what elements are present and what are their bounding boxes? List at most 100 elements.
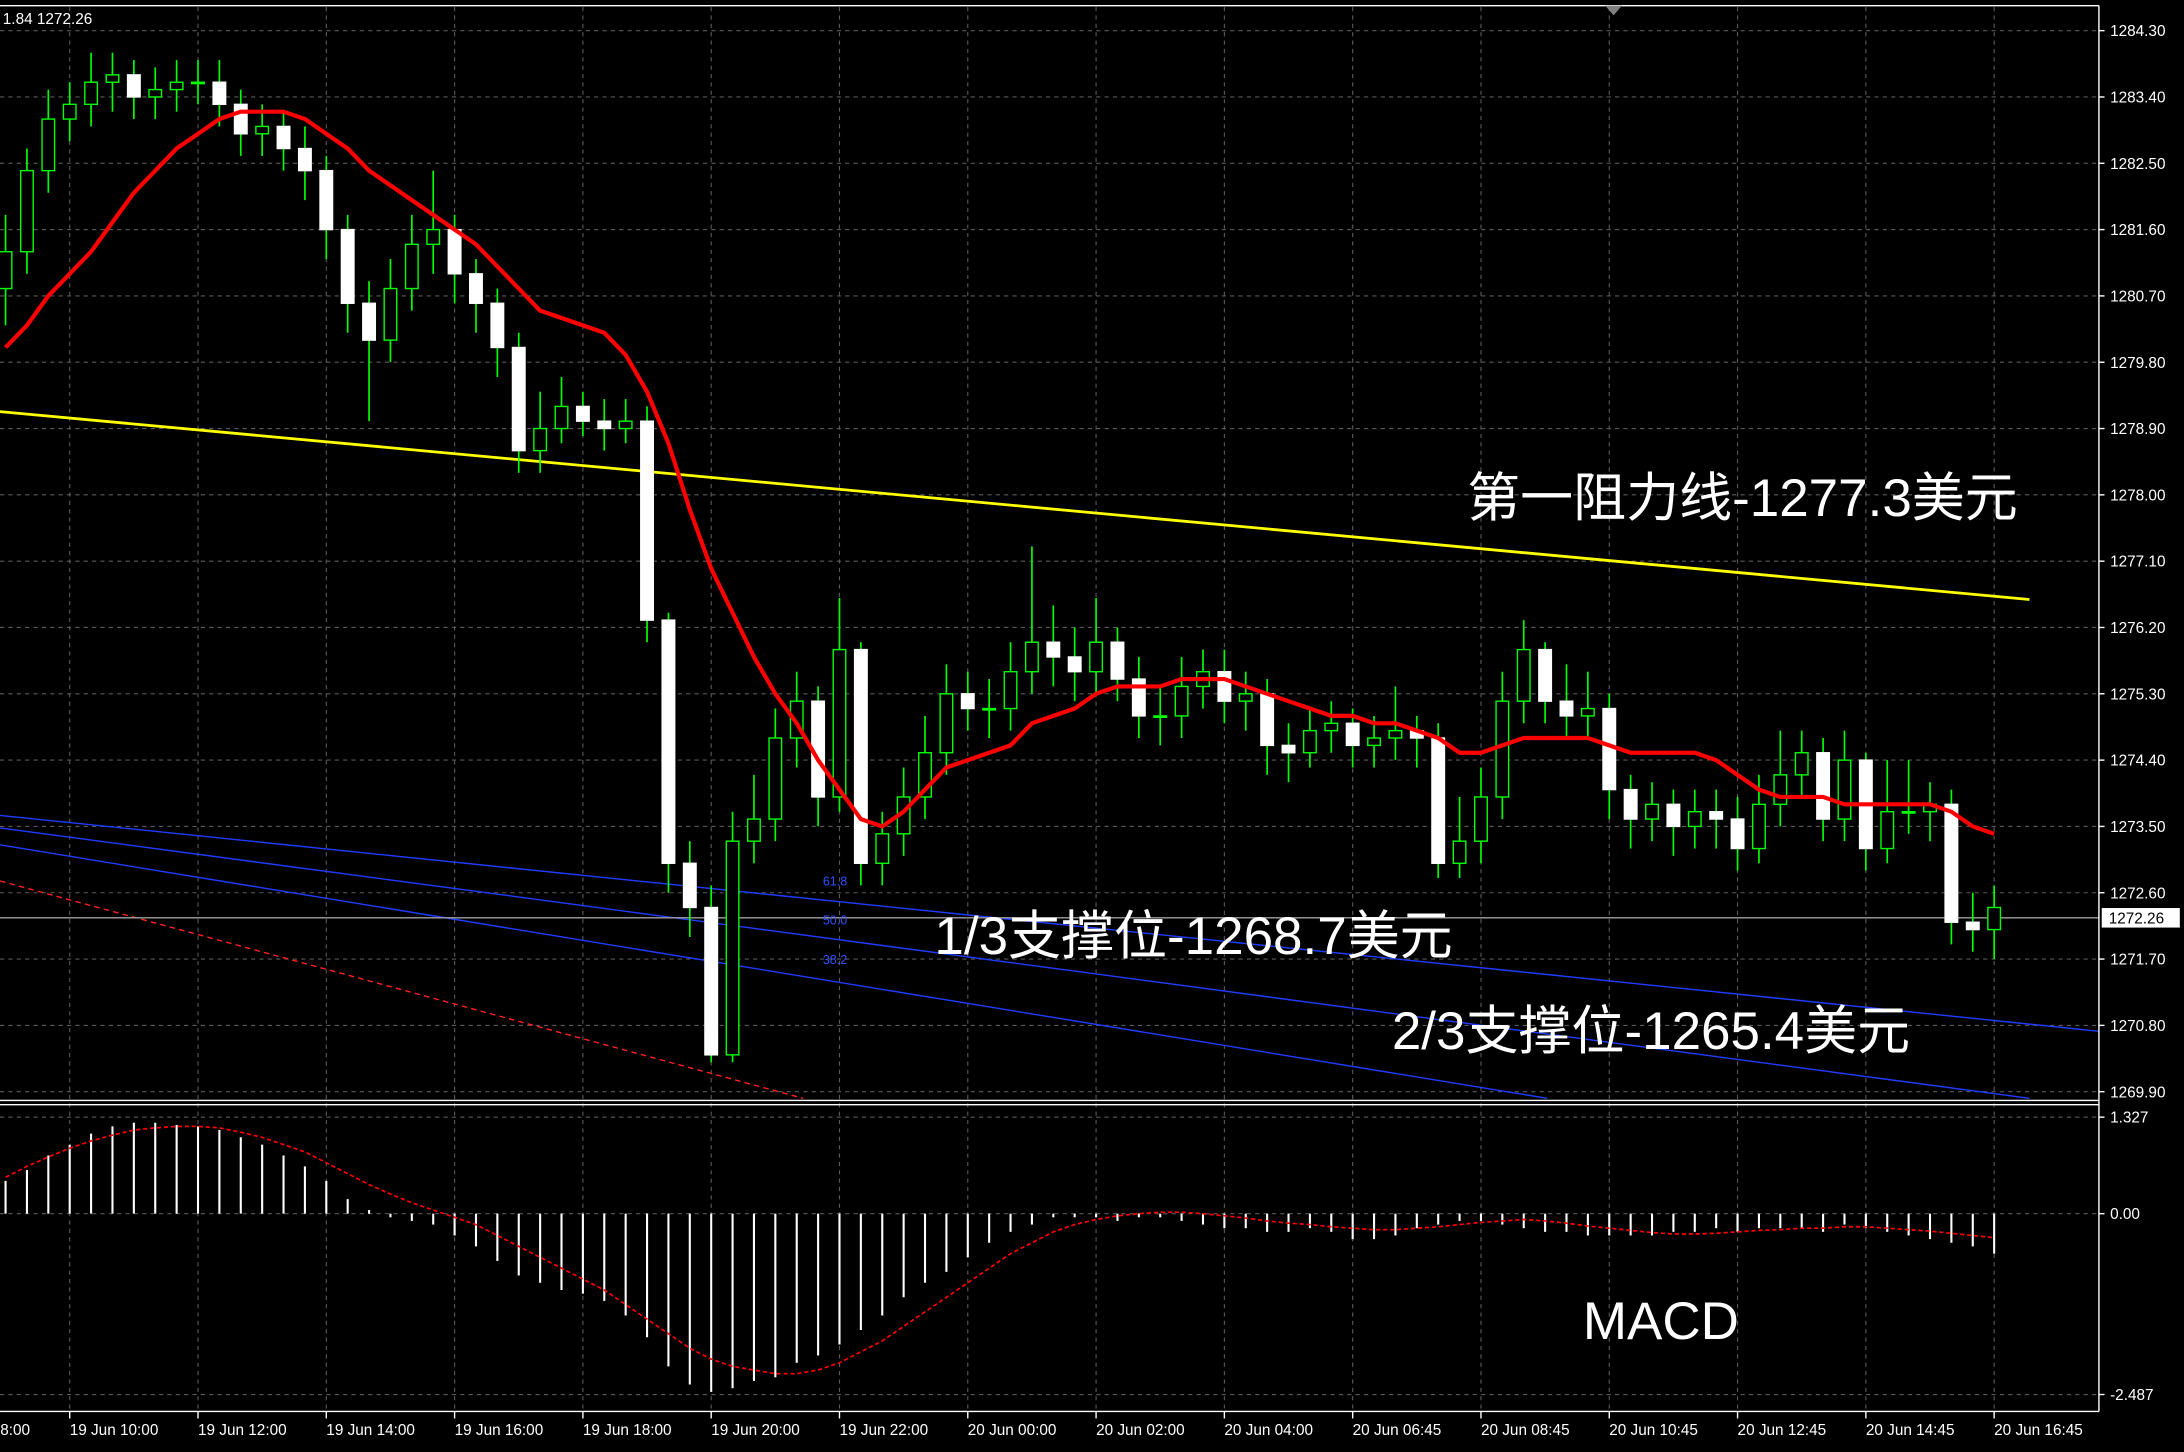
y-tick-label: 1283.40 — [2110, 90, 2165, 107]
candle-body — [511, 346, 526, 452]
x-tick-label: 19 Jun 16:00 — [455, 1422, 544, 1439]
candle-body — [1645, 803, 1660, 820]
candle-body — [618, 420, 633, 430]
y-tick-label: 1270.80 — [2110, 1018, 2165, 1035]
x-tick-label: 20 Jun 02:00 — [1096, 1422, 1185, 1439]
candle-body — [1345, 722, 1360, 747]
candle-body — [1388, 729, 1403, 739]
trend-line — [0, 410, 2030, 601]
candle-body — [768, 737, 783, 820]
candle-body — [960, 693, 975, 710]
candle-body — [1452, 840, 1467, 864]
y-tick-label: 1269.90 — [2110, 1084, 2165, 1101]
y-tick-label: 1272.60 — [2110, 885, 2165, 902]
candle-body — [426, 228, 441, 246]
candle-body — [1367, 737, 1382, 747]
moving-average — [4, 109, 1995, 836]
x-tick-label: 20 Jun 12:45 — [1738, 1422, 1827, 1439]
y-tick-label: 1275.30 — [2110, 686, 2165, 703]
shift-marker — [1605, 5, 1622, 16]
candle-body — [682, 862, 697, 909]
candle-body — [1580, 707, 1595, 717]
resistance-annotation: 第一阻力线-1277.3美元 — [1467, 469, 2018, 528]
candle-body — [1623, 788, 1638, 820]
candle-body — [725, 840, 740, 1056]
x-tick-label: 19 Jun 20:00 — [711, 1422, 800, 1439]
candle-body — [1153, 715, 1168, 718]
candle-body — [1473, 796, 1488, 842]
trend-line — [0, 814, 2099, 1032]
trend-line — [0, 827, 2030, 1100]
current-price-box — [2101, 908, 2180, 928]
candle-body — [1901, 810, 1916, 814]
candle-body — [1751, 803, 1766, 850]
y-tick-label: 1273.50 — [2110, 819, 2165, 836]
candle-body — [0, 250, 13, 290]
y-tick-label: 1280.70 — [2110, 288, 2165, 305]
candle-body — [191, 81, 205, 85]
current-price-label: 1272.26 — [2109, 910, 2164, 927]
candle-body — [1730, 818, 1745, 850]
symbol-header: 1.84 1272.26 — [3, 11, 93, 28]
candle-body — [169, 81, 184, 91]
candle-body — [533, 427, 548, 452]
candle-body — [319, 169, 334, 231]
candle-body — [1217, 670, 1232, 702]
fib-label: 61.8 — [823, 875, 847, 889]
candle-body — [276, 125, 291, 150]
y-tick-label: 1282.50 — [2110, 156, 2165, 173]
candle-body — [340, 228, 355, 304]
candle-body — [1516, 648, 1531, 702]
candle-body — [1302, 729, 1317, 754]
candle-body — [939, 693, 954, 754]
candle-body — [297, 147, 312, 172]
candle-body — [982, 707, 997, 711]
candle-body — [554, 405, 569, 430]
candle-body — [404, 243, 419, 290]
candle-body — [447, 228, 462, 275]
candle-body — [1281, 744, 1296, 754]
candle-body — [1837, 759, 1852, 820]
candle-body — [148, 88, 163, 98]
candle-body — [1794, 752, 1809, 776]
x-tick-label: 20 Jun 10:45 — [1609, 1422, 1698, 1439]
candle-body — [469, 273, 483, 304]
y-tick-label: 1277.10 — [2110, 554, 2165, 571]
candle-body — [84, 81, 99, 106]
fib-label: 50.0 — [823, 914, 847, 928]
x-tick-label: 20 Jun 14:45 — [1866, 1422, 1955, 1439]
x-tick-label: 20 Jun 04:00 — [1224, 1422, 1313, 1439]
candle-body — [832, 648, 847, 798]
candle-body — [105, 74, 120, 83]
candle-body — [383, 287, 398, 341]
fib-label: 38.2 — [823, 953, 847, 967]
y-tick-label: 1276.20 — [2110, 620, 2165, 637]
candle-body — [1110, 641, 1125, 680]
candle-body — [1709, 810, 1724, 820]
candle-body — [1260, 693, 1275, 747]
candle-body — [1174, 685, 1189, 717]
x-tick-label: 20 Jun 06:45 — [1353, 1422, 1442, 1439]
y-tick-label: 1278.00 — [2110, 487, 2165, 504]
candle-body — [853, 648, 868, 864]
x-tick-label: 20 Jun 16:45 — [1994, 1422, 2083, 1439]
candle-body — [1666, 803, 1681, 828]
candle-body — [875, 833, 890, 864]
y-tick-label: 1278.90 — [2110, 421, 2165, 438]
y-tick-label: -2.487 — [2110, 1387, 2153, 1404]
trend-line — [0, 844, 1548, 1100]
candle-body — [1816, 752, 1831, 820]
y-tick-label: 1271.70 — [2110, 952, 2165, 969]
y-tick-label: 1284.30 — [2110, 23, 2165, 40]
candle-body — [1324, 722, 1339, 732]
grid — [0, 7, 2099, 1412]
plot-area — [0, 52, 2099, 1392]
candle-body — [1559, 700, 1574, 717]
candle-body — [362, 302, 377, 341]
support-annotation: 2/3支撑位-1265.4美元 — [1392, 1002, 1910, 1061]
support-annotation: 1/3支撑位-1268.7美元 — [934, 907, 1452, 966]
candle-body — [1046, 641, 1061, 658]
macd-signal — [5, 1125, 1995, 1375]
